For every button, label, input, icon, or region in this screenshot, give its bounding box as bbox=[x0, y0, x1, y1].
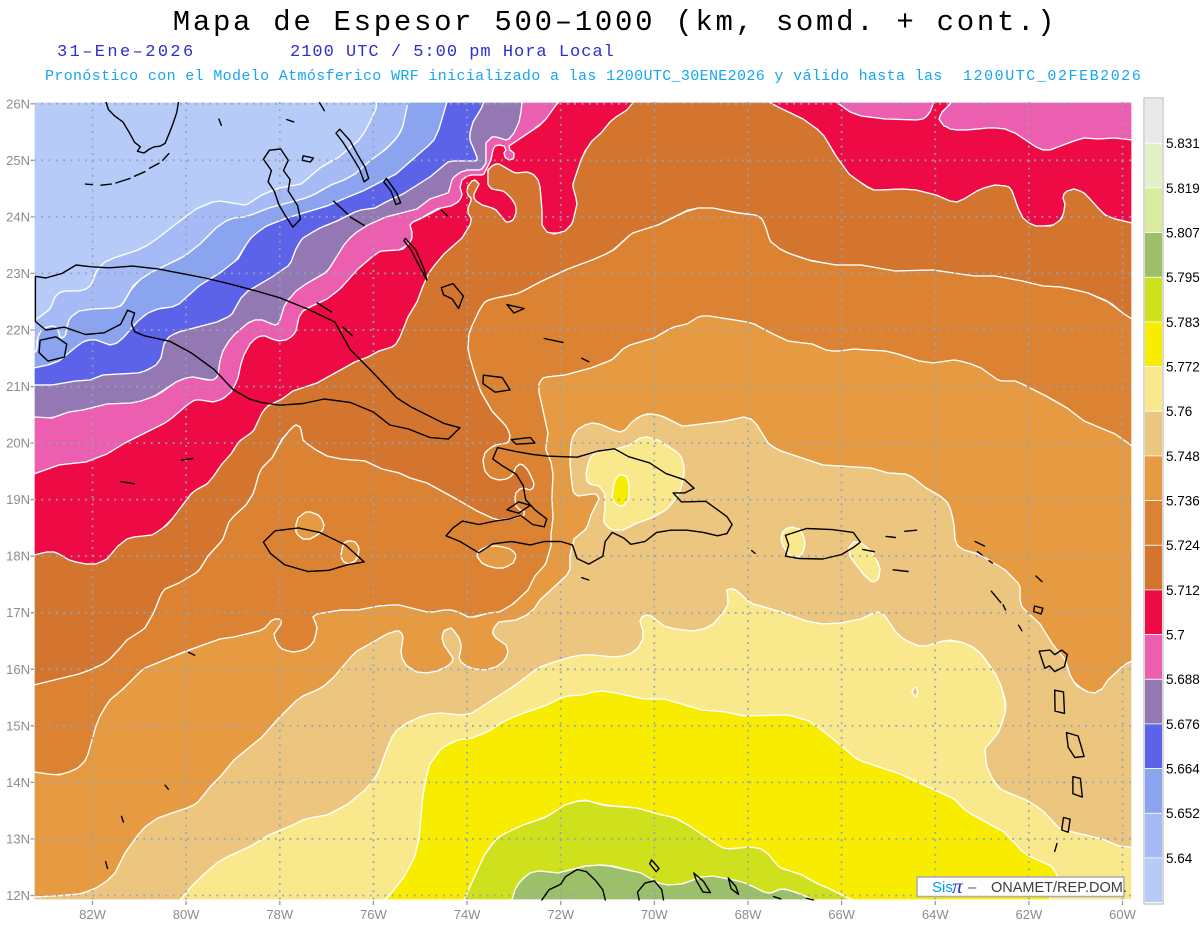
svg-text:72W: 72W bbox=[547, 907, 574, 922]
svg-text:74W: 74W bbox=[454, 907, 481, 922]
svg-text:26N: 26N bbox=[6, 96, 30, 111]
svg-text:5.772: 5.772 bbox=[1166, 360, 1200, 375]
svg-text:60W: 60W bbox=[1109, 907, 1136, 922]
svg-text:–: – bbox=[968, 879, 977, 896]
svg-text:13N: 13N bbox=[6, 831, 30, 846]
svg-text:22N: 22N bbox=[6, 323, 30, 338]
svg-text:ONAMET/REP.DOM.: ONAMET/REP.DOM. bbox=[991, 880, 1127, 896]
svg-text:18N: 18N bbox=[6, 549, 30, 564]
svg-text:5.712: 5.712 bbox=[1166, 583, 1200, 598]
svg-text:24N: 24N bbox=[6, 209, 30, 224]
svg-text:5.807: 5.807 bbox=[1166, 226, 1200, 241]
svg-text:5.748: 5.748 bbox=[1166, 449, 1200, 464]
svg-text:5.7: 5.7 bbox=[1166, 628, 1185, 643]
svg-text:66W: 66W bbox=[828, 907, 855, 922]
svg-text:5.795: 5.795 bbox=[1166, 270, 1200, 285]
svg-text:68W: 68W bbox=[735, 907, 762, 922]
svg-text:Sis: Sis bbox=[932, 879, 953, 896]
svg-text:25N: 25N bbox=[6, 153, 30, 168]
svg-text:23N: 23N bbox=[6, 266, 30, 281]
svg-text:80W: 80W bbox=[173, 907, 200, 922]
svg-text:π: π bbox=[952, 874, 963, 898]
svg-text:70W: 70W bbox=[641, 907, 668, 922]
svg-text:17N: 17N bbox=[6, 605, 30, 620]
svg-text:5.76: 5.76 bbox=[1166, 404, 1192, 419]
svg-text:5.819: 5.819 bbox=[1166, 181, 1200, 196]
svg-text:5.831: 5.831 bbox=[1166, 136, 1200, 151]
svg-text:16N: 16N bbox=[6, 662, 30, 677]
svg-text:5.724: 5.724 bbox=[1166, 538, 1200, 553]
svg-text:21N: 21N bbox=[6, 379, 30, 394]
svg-text:5.652: 5.652 bbox=[1166, 806, 1200, 821]
svg-text:5.676: 5.676 bbox=[1166, 717, 1200, 732]
svg-text:15N: 15N bbox=[6, 718, 30, 733]
svg-text:12N: 12N bbox=[6, 888, 30, 903]
svg-text:78W: 78W bbox=[266, 907, 293, 922]
svg-text:5.736: 5.736 bbox=[1166, 494, 1200, 509]
svg-text:5.64: 5.64 bbox=[1166, 851, 1193, 866]
svg-text:5.664: 5.664 bbox=[1166, 762, 1200, 777]
svg-text:82W: 82W bbox=[79, 907, 106, 922]
svg-text:64W: 64W bbox=[922, 907, 949, 922]
svg-text:5.783: 5.783 bbox=[1166, 315, 1200, 330]
svg-text:20N: 20N bbox=[6, 436, 30, 451]
svg-text:14N: 14N bbox=[6, 775, 30, 790]
svg-text:5.688: 5.688 bbox=[1166, 672, 1200, 687]
svg-text:76W: 76W bbox=[360, 907, 387, 922]
svg-text:62W: 62W bbox=[1016, 907, 1043, 922]
svg-text:19N: 19N bbox=[6, 492, 30, 507]
